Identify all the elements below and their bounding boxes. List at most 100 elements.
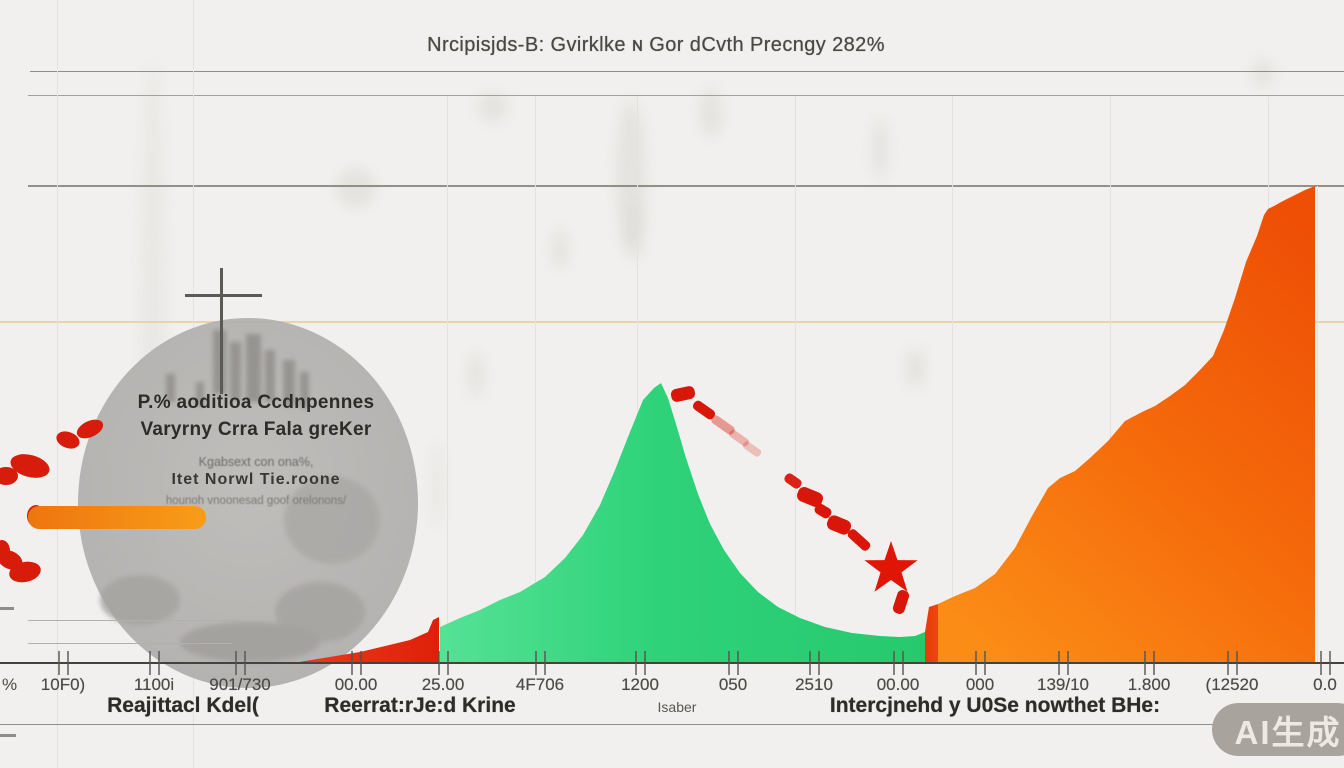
axis-section-label: Isaber	[657, 699, 697, 715]
x-axis-line	[0, 662, 1344, 664]
left-red-dash	[10, 454, 50, 478]
red-area	[293, 617, 439, 663]
tick-label: 00.00	[876, 675, 920, 694]
circle-text-line5: hounoh vnoonesad goof orelonons/	[165, 495, 347, 507]
tick-mark	[1227, 651, 1229, 675]
background-smudge	[336, 168, 376, 208]
tick-label: 25.00	[421, 675, 465, 694]
circle-text-line2: Varyrny Crra Fala greKer	[140, 419, 372, 440]
vertical-gridline	[795, 96, 796, 662]
axis-section-label: Reajittacl Kdel(	[107, 694, 259, 717]
left-edge-stub-1	[0, 607, 14, 610]
arrow-dash	[847, 529, 871, 551]
tick-mark	[1058, 651, 1060, 675]
star-marker	[864, 541, 918, 592]
tick-mark	[737, 651, 739, 675]
tick-label: 050	[718, 675, 748, 694]
tick-label: 4F706	[515, 675, 565, 694]
gridline-circle-2	[28, 643, 232, 644]
tick-mark	[1320, 651, 1322, 675]
vertical-gridline	[535, 96, 536, 662]
background-smudge	[478, 92, 508, 122]
tick-label: (12520	[1205, 675, 1259, 694]
tick-mark	[149, 651, 151, 675]
background-smudge	[1253, 58, 1273, 88]
tick-label: 0.0	[1313, 675, 1337, 694]
circle-text-line1: P.% aoditioa Ccdnpennes	[137, 392, 375, 413]
circle-text-line4: Itet Norwl Tie.roone	[171, 471, 341, 488]
gridline-circle-1	[28, 620, 242, 621]
tick-mark	[902, 651, 904, 675]
circle-inner-skyline	[100, 330, 380, 662]
annotation-group	[0, 386, 918, 614]
gray-circle-annotation	[78, 268, 418, 688]
arrow-dash	[670, 386, 696, 402]
tick-label: 1200	[621, 675, 659, 694]
cross-marker-horizontal	[185, 294, 262, 297]
tick-mark	[635, 651, 637, 675]
tick-mark	[809, 651, 811, 675]
tick-label: 1100i	[133, 675, 175, 694]
background-smudge	[700, 88, 722, 138]
tick-mark	[1153, 651, 1155, 675]
tick-label: 10F0)	[40, 675, 86, 694]
tick-mark	[58, 651, 60, 675]
axis-section-label: Reerrat:rJe:d Krine	[324, 694, 516, 717]
left-red-dash	[0, 467, 18, 485]
arrow-dash	[729, 429, 749, 447]
tick-mark	[235, 651, 237, 675]
circle-text-line3: Kgabsext con ona%,	[198, 455, 314, 469]
vertical-gridline	[1317, 186, 1318, 663]
tick-mark	[360, 651, 362, 675]
left-red-dash	[76, 419, 104, 439]
tick-mark	[644, 651, 646, 675]
tick-mark	[544, 651, 546, 675]
axis-section-label: Intercjnehd y U0Se nowthet BHe:	[829, 694, 1161, 717]
arrow-dash	[814, 503, 832, 519]
tick-mark	[438, 651, 440, 675]
tick-mark	[975, 651, 977, 675]
background-smudge	[468, 352, 484, 398]
gridline-yellow	[0, 321, 1344, 323]
left-red-dash	[56, 431, 80, 449]
arrow-dash	[742, 441, 762, 457]
area-series-group	[293, 186, 1315, 663]
tick-mark	[447, 651, 449, 675]
gridline-mid	[28, 185, 1344, 187]
left-red-dash	[0, 540, 10, 562]
transition-strip	[925, 604, 938, 663]
vertical-gridline	[952, 96, 953, 662]
arrow-dash	[826, 515, 852, 535]
arrow-dash	[784, 473, 802, 489]
arrow-dash	[892, 590, 910, 614]
arrow-dash	[797, 487, 823, 507]
tick-mark	[1067, 651, 1069, 675]
vertical-gridline	[1110, 96, 1111, 662]
tick-mark	[1329, 651, 1331, 675]
tick-mark	[1144, 651, 1146, 675]
tick-mark	[351, 651, 353, 675]
tick-label: 901/730	[209, 675, 271, 694]
tick-label: 00.00	[334, 675, 378, 694]
vertical-gridline	[57, 0, 58, 768]
gridline-top-2	[28, 95, 1344, 96]
tick-mark	[1236, 651, 1238, 675]
left-red-dash	[9, 561, 41, 583]
cross-marker-vertical	[220, 268, 223, 394]
arrow-dash	[711, 415, 735, 435]
vertical-gridline	[637, 96, 638, 662]
tick-mark	[984, 651, 986, 675]
tick-mark	[244, 651, 246, 675]
green-area	[440, 383, 925, 663]
gridline-top-1	[30, 71, 1344, 72]
y-axis-percent-label: %	[2, 675, 18, 694]
tick-label: 000	[965, 675, 995, 694]
ai-generated-watermark-badge: AI生成	[1212, 703, 1344, 756]
tick-label: 2510	[795, 675, 833, 694]
chart-title: Nrcipisjds-B: Gvirklke ɴ Gor dCvth Precn…	[427, 34, 885, 56]
tick-label: 139/10	[1037, 675, 1089, 694]
footer-line	[0, 724, 1344, 725]
tick-label: 1.800	[1127, 675, 1171, 694]
background-smudge	[872, 118, 888, 180]
